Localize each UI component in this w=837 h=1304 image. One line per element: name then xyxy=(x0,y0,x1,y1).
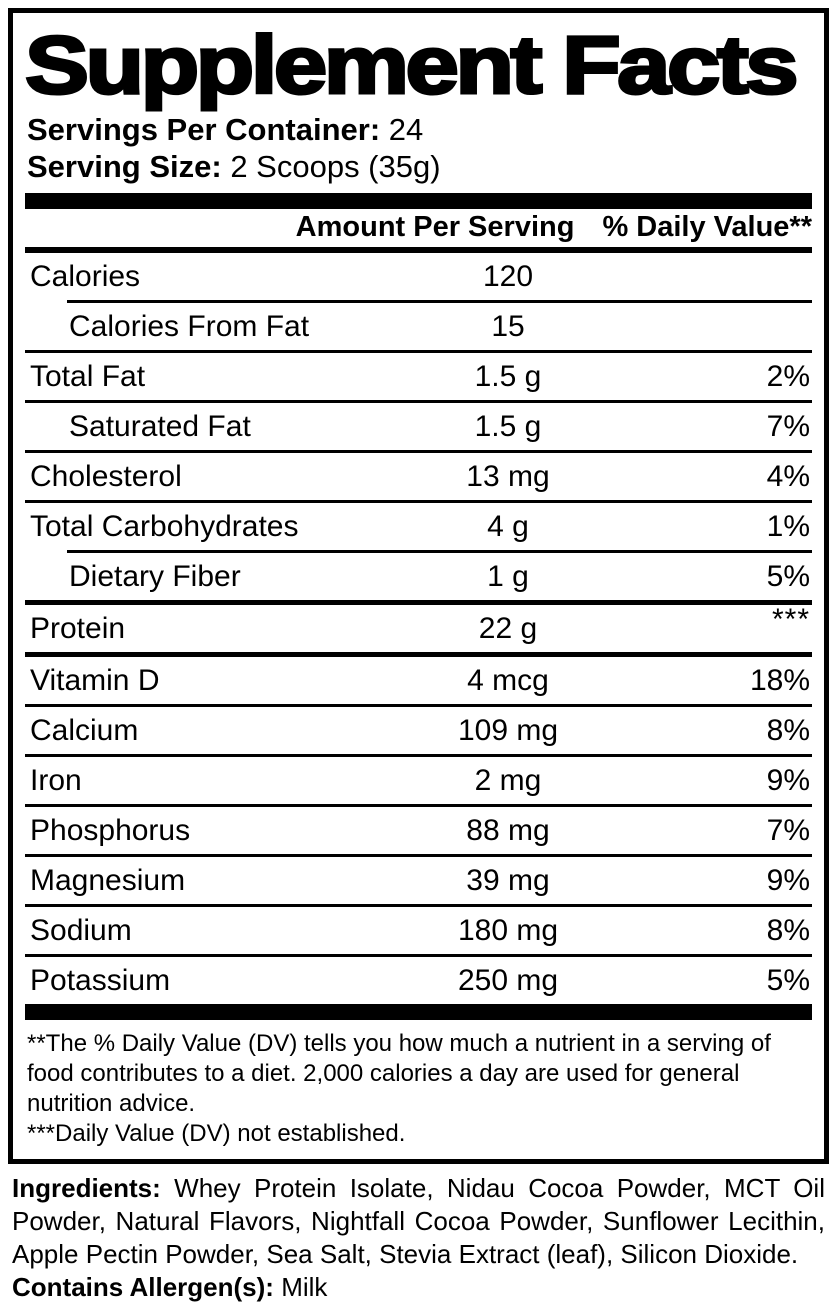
nutrient-row: Total Fat 1.5 g 2% xyxy=(25,353,812,400)
nutrient-daily-value: 8% xyxy=(766,914,810,947)
nutrient-name: Phosphorus xyxy=(30,814,191,847)
nutrient-daily-value xyxy=(598,303,812,350)
daily-value-header: % Daily Value** xyxy=(602,211,812,243)
title-row: Supplement Facts xyxy=(23,13,812,111)
nutrient-row: Vitamin D 4 mcg 18% xyxy=(25,657,812,704)
table-header-row: Amount Per Serving % Daily Value** xyxy=(25,209,812,253)
row-separator xyxy=(25,652,812,657)
row-separator xyxy=(25,450,812,453)
nutrient-row: Calcium 109 mg 8% xyxy=(25,707,812,754)
nutrient-name: Iron xyxy=(30,764,82,797)
nutrient-daily-value: 18% xyxy=(749,664,810,697)
nutrient-amount: 39 mg xyxy=(466,864,550,897)
serving-size-value: 2 Scoops (35g) xyxy=(230,149,441,184)
nutrient-row: Total Carbohydrates 4 g 1% xyxy=(25,503,812,550)
nutrient-daily-value: *** xyxy=(771,603,810,636)
nutrient-name: Potassium xyxy=(30,964,171,997)
nutrient-name: Dietary Fiber xyxy=(69,560,241,593)
nutrient-daily-value: 7% xyxy=(766,814,810,847)
nutrient-name: Cholesterol xyxy=(30,460,182,493)
row-separator xyxy=(25,804,812,807)
row-separator xyxy=(25,704,812,707)
amount-per-serving-header: Amount Per Serving xyxy=(295,211,575,243)
nutrient-amount: 4 g xyxy=(487,510,529,543)
nutrient-name: Calories From Fat xyxy=(69,310,310,343)
row-separator xyxy=(25,754,812,757)
nutrient-amount: 15 xyxy=(491,310,525,343)
row-separator xyxy=(25,904,812,907)
nutrient-daily-value: 2% xyxy=(766,360,810,393)
nutrient-daily-value: 9% xyxy=(766,764,810,797)
nutrient-row: Potassium 250 mg 5% xyxy=(25,957,812,1004)
nutrient-amount: 180 mg xyxy=(457,914,559,947)
nutrient-amount: 88 mg xyxy=(466,814,550,847)
separator-bar-bottom xyxy=(25,1004,812,1020)
nutrient-row: Magnesium 39 mg 9% xyxy=(25,857,812,904)
row-separator xyxy=(25,500,812,503)
nutrient-daily-value: 8% xyxy=(766,714,810,747)
nutrient-row: Cholesterol 13 mg 4% xyxy=(25,453,812,500)
ingredients-paragraph: Ingredients: Whey Protein Isolate, Nidau… xyxy=(12,1172,825,1271)
nutrient-daily-value: 1% xyxy=(766,510,810,543)
row-separator xyxy=(25,400,812,403)
separator-bar-top xyxy=(25,193,812,209)
nutrient-row: Calories From Fat 15 xyxy=(25,303,812,350)
nutrient-amount: 1.5 g xyxy=(474,410,542,443)
nutrient-amount: 1 g xyxy=(487,560,529,593)
row-separator xyxy=(25,350,812,353)
not-established-footnote: ***Daily Value (DV) not established. xyxy=(27,1120,406,1147)
servings-per-container-line: Servings Per Container: 24 xyxy=(25,111,812,148)
facts-table: Calories 120 Calories From Fat 15 Total Fat 1… xyxy=(25,253,812,1004)
row-separator xyxy=(67,550,812,553)
nutrient-daily-value: 9% xyxy=(766,864,810,897)
facts-box: Supplement Facts Servings Per Container:… xyxy=(8,8,829,1164)
serving-size-label: Serving Size: xyxy=(27,149,222,184)
ingredients-section: Ingredients: Whey Protein Isolate, Nidau… xyxy=(8,1172,829,1304)
nutrient-row: Dietary Fiber 1 g 5% xyxy=(25,553,812,600)
nutrient-name: Calories xyxy=(30,260,141,293)
allergen-value: Milk xyxy=(281,1272,328,1302)
nutrient-name: Total Fat xyxy=(30,360,146,393)
nutrient-row: Calories 120 xyxy=(25,253,812,300)
nutrient-name: Total Carbohydrates xyxy=(30,510,299,543)
nutrient-amount: 1.5 g xyxy=(474,360,542,393)
nutrient-amount: 120 xyxy=(482,260,534,293)
row-separator xyxy=(25,954,812,957)
nutrient-daily-value xyxy=(598,253,812,300)
page-title: Supplement Facts xyxy=(23,20,800,111)
servings-per-container-value: 24 xyxy=(388,112,424,147)
nutrient-daily-value: 5% xyxy=(766,964,810,997)
nutrient-row: Sodium 180 mg 8% xyxy=(25,907,812,954)
ingredients-label: Ingredients: xyxy=(12,1173,161,1203)
footnotes: **The % Daily Value (DV) tells you how m… xyxy=(25,1020,812,1159)
nutrient-name: Sodium xyxy=(30,914,132,947)
allergen-label: Contains Allergen(s): xyxy=(12,1272,274,1302)
nutrient-name: Calcium xyxy=(30,714,139,747)
nutrient-amount: 22 g xyxy=(478,612,538,645)
serving-size-line: Serving Size: 2 Scoops (35g) xyxy=(25,148,812,185)
nutrient-amount: 109 mg xyxy=(457,714,559,747)
row-separator xyxy=(25,600,812,605)
row-separator xyxy=(25,854,812,857)
nutrient-row: Protein 22 g *** xyxy=(25,603,812,652)
row-separator xyxy=(67,300,812,303)
nutrient-name: Saturated Fat xyxy=(69,410,251,443)
servings-per-container-label: Servings Per Container: xyxy=(27,112,381,147)
nutrient-name: Protein xyxy=(30,612,126,645)
nutrient-amount: 13 mg xyxy=(466,460,550,493)
nutrient-amount: 4 mcg xyxy=(467,664,549,697)
supplement-facts-label: Supplement Facts Servings Per Container:… xyxy=(0,8,837,1304)
nutrient-row: Saturated Fat 1.5 g 7% xyxy=(25,403,812,450)
ingredients-text: Whey Protein Isolate, Nidau Cocoa Powder… xyxy=(12,1173,825,1269)
nutrient-name: Magnesium xyxy=(30,864,186,897)
daily-value-footnote: **The % Daily Value (DV) tells you how m… xyxy=(27,1030,771,1117)
nutrient-amount: 2 mg xyxy=(474,764,542,797)
nutrient-row: Iron 2 mg 9% xyxy=(25,757,812,804)
nutrient-daily-value: 4% xyxy=(766,460,810,493)
nutrient-daily-value: 5% xyxy=(766,560,810,593)
nutrient-name: Vitamin D xyxy=(30,664,160,697)
nutrient-amount: 250 mg xyxy=(457,964,559,997)
nutrient-row: Phosphorus 88 mg 7% xyxy=(25,807,812,854)
nutrient-daily-value: 7% xyxy=(766,410,810,443)
